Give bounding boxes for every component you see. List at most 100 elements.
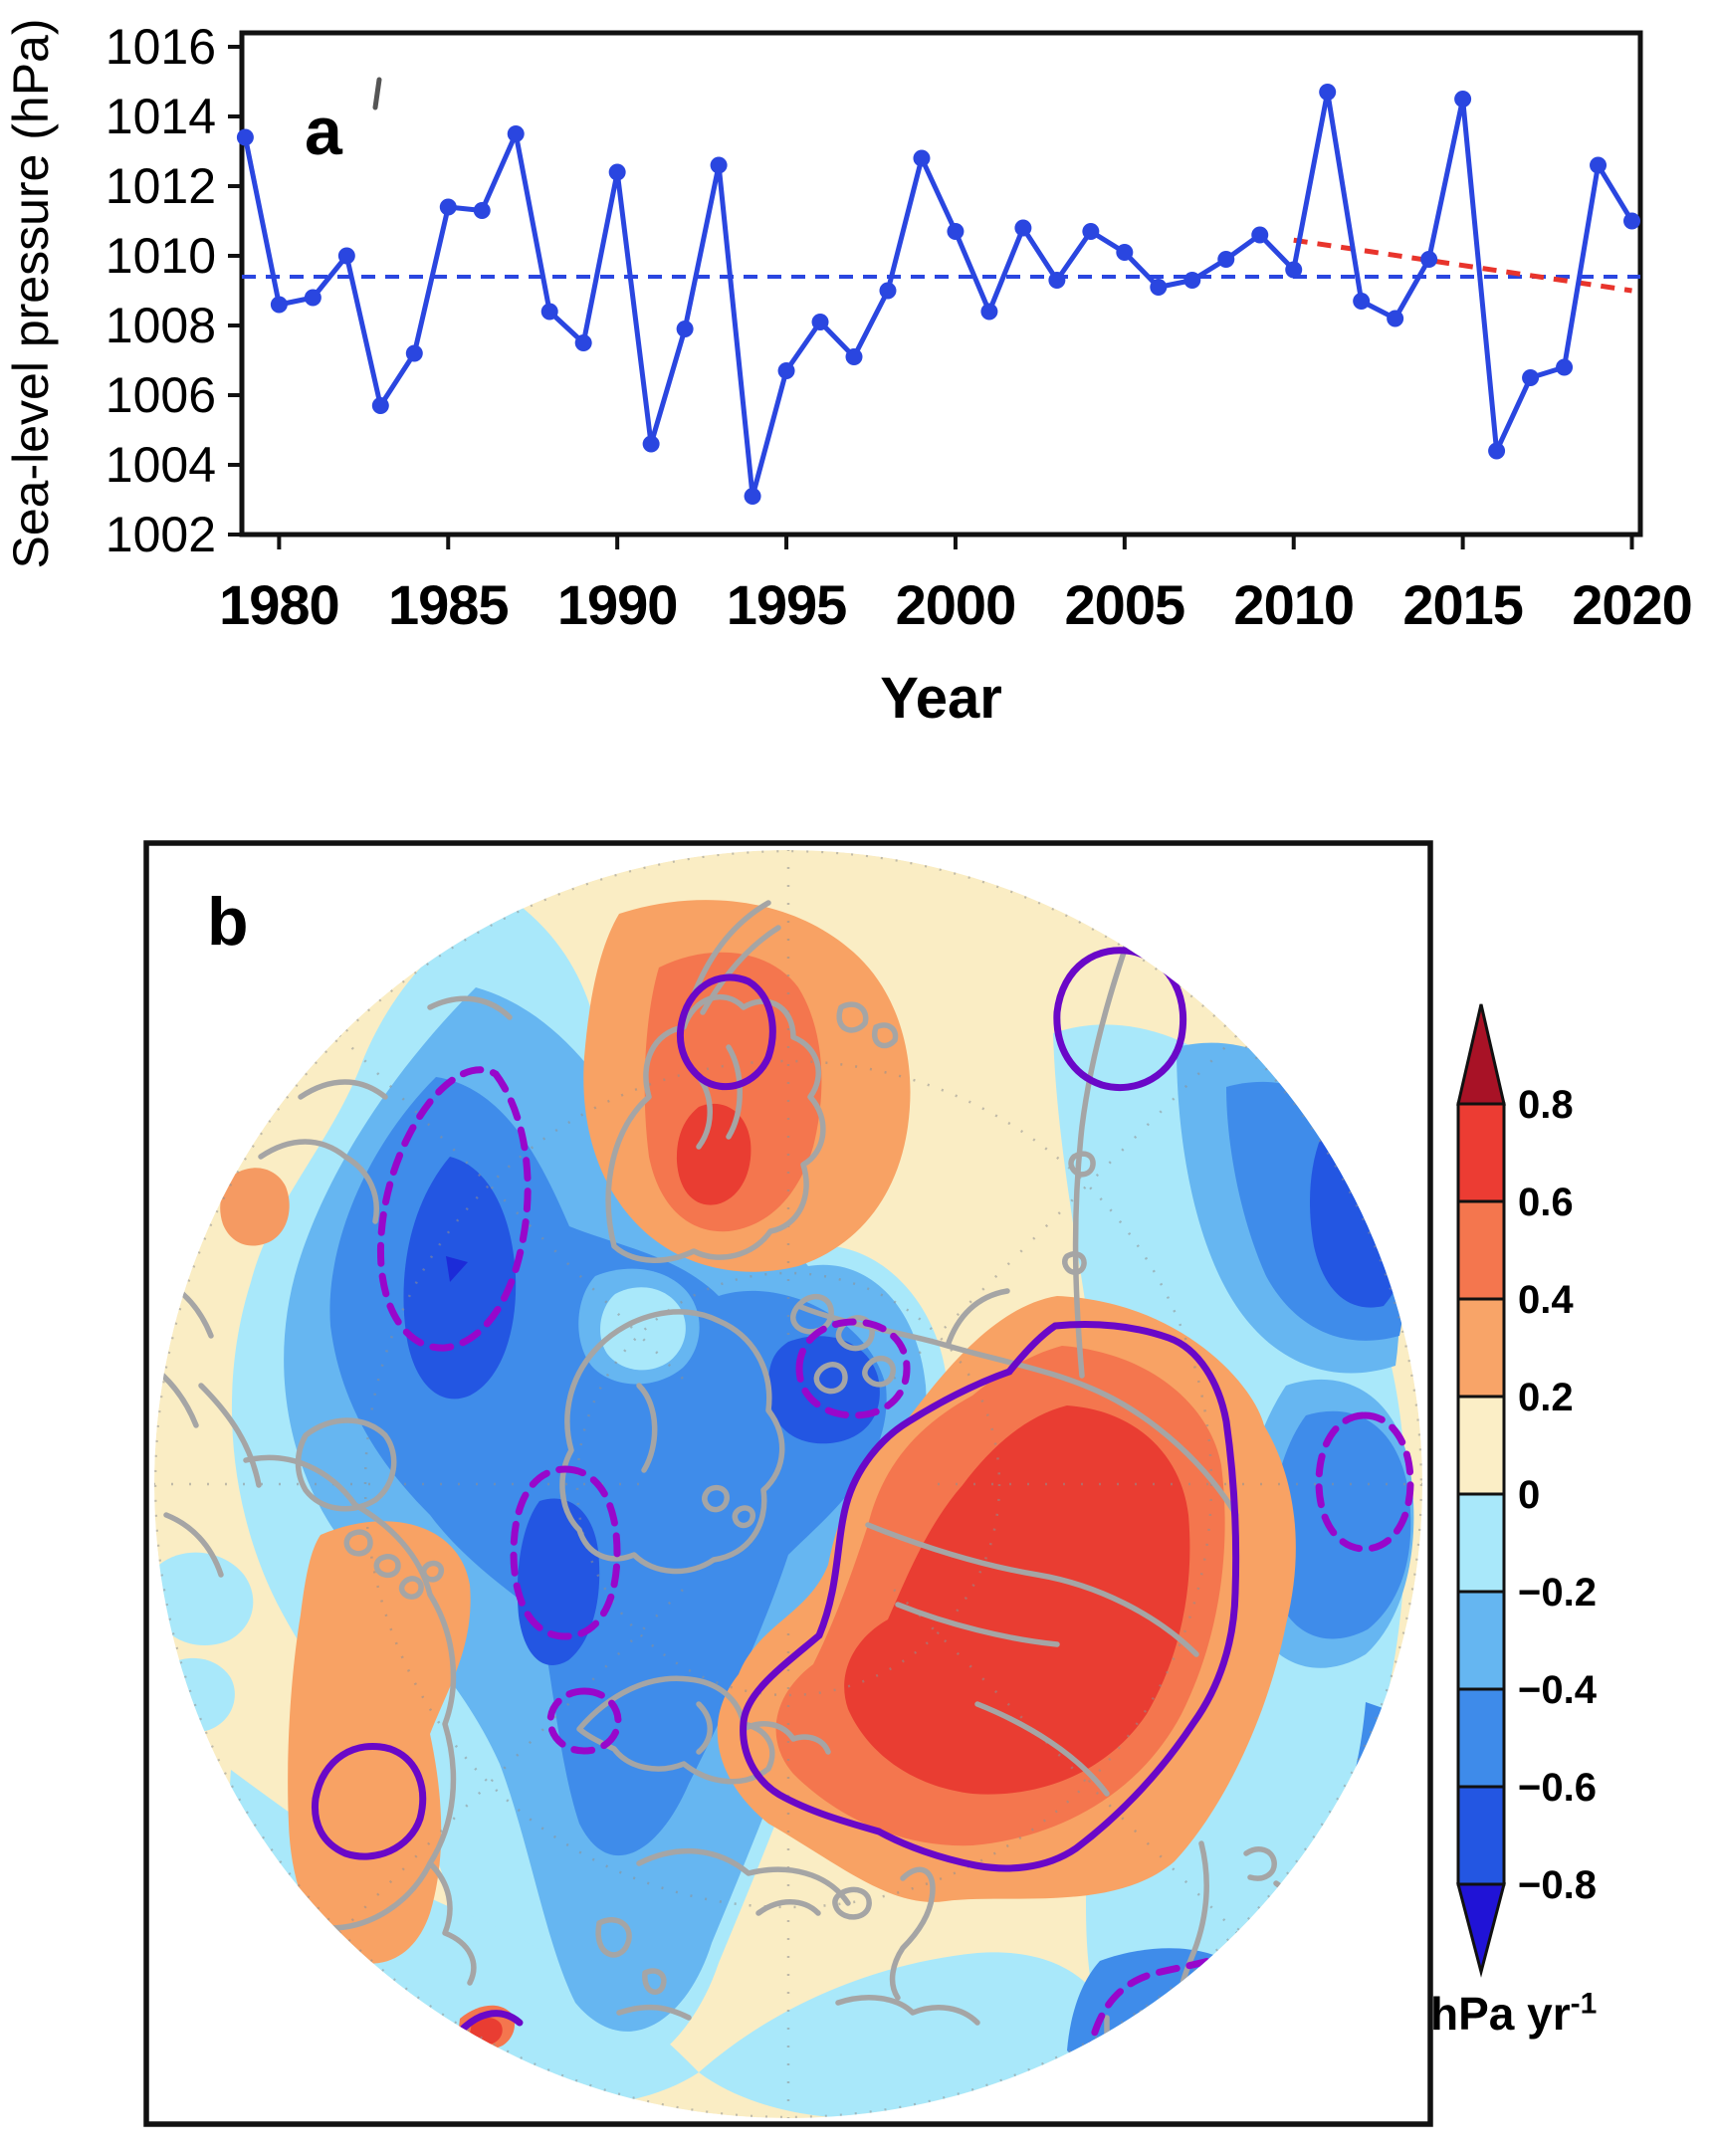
trend-line (1293, 237, 1632, 294)
colorbar: 0.8 0.6 0.4 0.2 0 −0.2 −0.4 −0.6 −0.8 (1456, 1003, 1598, 1978)
siberia-red-core (844, 1405, 1190, 1795)
x-tick-label: 1985 (388, 573, 509, 636)
data-point (1116, 244, 1134, 261)
data-point (642, 435, 660, 453)
coastline (427, 1860, 477, 1986)
data-point (1488, 442, 1506, 460)
data-point (811, 314, 829, 330)
colorbar-segment (1456, 1785, 1506, 1886)
y-tick-label: 1016 (106, 19, 216, 75)
coastline (1068, 1151, 1096, 1178)
coastline (836, 1001, 869, 1033)
coastline (616, 1995, 980, 2026)
stray-mark (372, 77, 382, 110)
data-point (473, 202, 491, 219)
y-tick-label: 1014 (106, 89, 216, 144)
coastline (889, 1866, 936, 2001)
y-tick-label: 1012 (106, 158, 216, 214)
coastline (595, 1917, 632, 1958)
midblue-right-mid (1270, 1410, 1411, 1639)
data-point (1454, 91, 1472, 108)
coastline (258, 995, 513, 1224)
y-tick-label: 1002 (106, 507, 216, 562)
contour-solid-top-right (1053, 947, 1186, 1092)
contour-dashed-small-circle (546, 1687, 622, 1755)
data-point (947, 223, 965, 240)
contour-dashed-elongated (510, 1465, 621, 1640)
data-point (744, 488, 761, 505)
x-tick-label: 2005 (1065, 573, 1185, 636)
coastline (813, 1362, 848, 1395)
y-tick-label: 1008 (106, 298, 216, 353)
y-axis-title: Sea-level pressure (hPa) (3, 18, 59, 569)
coastline (636, 1383, 658, 1473)
coastline (295, 1417, 397, 1512)
bottomleft-orange (288, 1521, 471, 1964)
colorbar-tick-label: 0 (1518, 1473, 1540, 1517)
y-tick-label: 1006 (106, 367, 216, 423)
colorbar-tick-label: −0.2 (1518, 1571, 1597, 1615)
data-point (304, 289, 322, 307)
colorbar-segment (1456, 1590, 1506, 1691)
data-point (270, 296, 288, 314)
data-point (1590, 156, 1608, 174)
coastline (163, 1383, 262, 1578)
coastline (576, 1675, 775, 1785)
coastline (741, 1721, 831, 1755)
x-tick-label: 1980 (219, 573, 339, 636)
coastline (605, 994, 826, 1263)
colorbar-tick-label: −0.8 (1518, 1863, 1597, 1907)
x-tick-label: 2020 (1572, 573, 1692, 636)
colorbar-unit-label: hPa yr-1 (1430, 1987, 1597, 2041)
data-point (236, 128, 254, 146)
data-point (1048, 272, 1066, 289)
colorbar-segment (1456, 1102, 1506, 1203)
data-point (1183, 272, 1201, 289)
data-point (1420, 251, 1438, 268)
coastline (1062, 1251, 1087, 1275)
colorbar-segment (1456, 1199, 1506, 1301)
colorbar-segment (1456, 1297, 1506, 1399)
data-point (1150, 279, 1168, 296)
deepblue-topleft-core (403, 1157, 517, 1400)
colorbar-under-arrow (1456, 1882, 1506, 1978)
coastline (373, 1554, 401, 1579)
coastline (732, 1505, 756, 1529)
panel-b-label: b (207, 884, 249, 960)
coastline (702, 1484, 730, 1513)
data-point (507, 125, 525, 142)
map-frame (143, 840, 1433, 2127)
coastline (420, 1560, 445, 1583)
data-point (439, 198, 457, 216)
coastline (690, 900, 771, 1000)
data-point (1251, 226, 1269, 244)
colorbar-segment (1456, 1395, 1506, 1496)
colorbar-tick-label: 0.8 (1518, 1083, 1574, 1127)
contour-dashed-bottom-right-arc (1084, 1951, 1232, 2066)
panel-b-map: 0.8 0.6 0.4 0.2 0 −0.2 −0.4 −0.6 −0.8 (143, 840, 1598, 2127)
colorbar-unit-exponent: -1 (1570, 1987, 1598, 2021)
cyan-bottom-right-band (699, 1952, 1117, 2118)
x-tick-label: 2010 (1233, 573, 1354, 636)
x-tick-label: 1990 (557, 573, 678, 636)
colorbar-over-arrow (1456, 1003, 1506, 1106)
x-axis-title: Year (880, 666, 1002, 731)
coastline (832, 1886, 872, 1920)
data-point (337, 247, 355, 265)
data-point (710, 156, 728, 174)
coastline (398, 1576, 424, 1600)
y-tick-label: 1004 (106, 437, 216, 493)
contour-solid-top-centre (676, 973, 776, 1091)
data-point (371, 397, 389, 414)
data-point (1217, 251, 1235, 268)
data-point (1522, 369, 1540, 386)
data-point (405, 344, 423, 362)
contour-solid-siberia (740, 1321, 1240, 1872)
panel-a-label: a (305, 94, 342, 169)
cyan-left-edge-1 (154, 1552, 254, 1646)
contour-dashed-central (795, 1318, 911, 1419)
data-point (1285, 261, 1303, 279)
x-tick-label: 1995 (727, 573, 847, 636)
left-edge-orange-spot (220, 1168, 290, 1246)
